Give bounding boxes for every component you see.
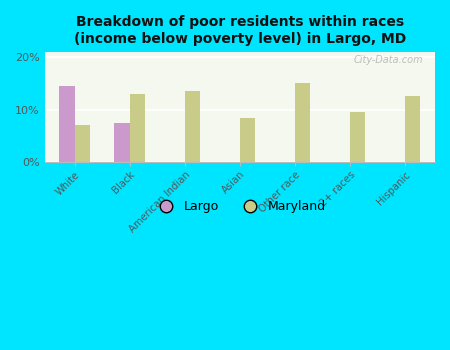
Bar: [350, 112, 365, 162]
Bar: [130, 94, 145, 162]
Legend: Largo, Maryland: Largo, Maryland: [149, 195, 331, 218]
Bar: [295, 83, 310, 162]
Bar: [114, 123, 130, 162]
Bar: [185, 91, 200, 162]
Title: Breakdown of poor residents within races
(income below poverty level) in Largo, : Breakdown of poor residents within races…: [74, 15, 406, 46]
Text: City-Data.com: City-Data.com: [354, 55, 423, 65]
Bar: [75, 125, 90, 162]
Bar: [405, 97, 420, 162]
Bar: [59, 86, 75, 162]
Bar: [240, 118, 255, 162]
